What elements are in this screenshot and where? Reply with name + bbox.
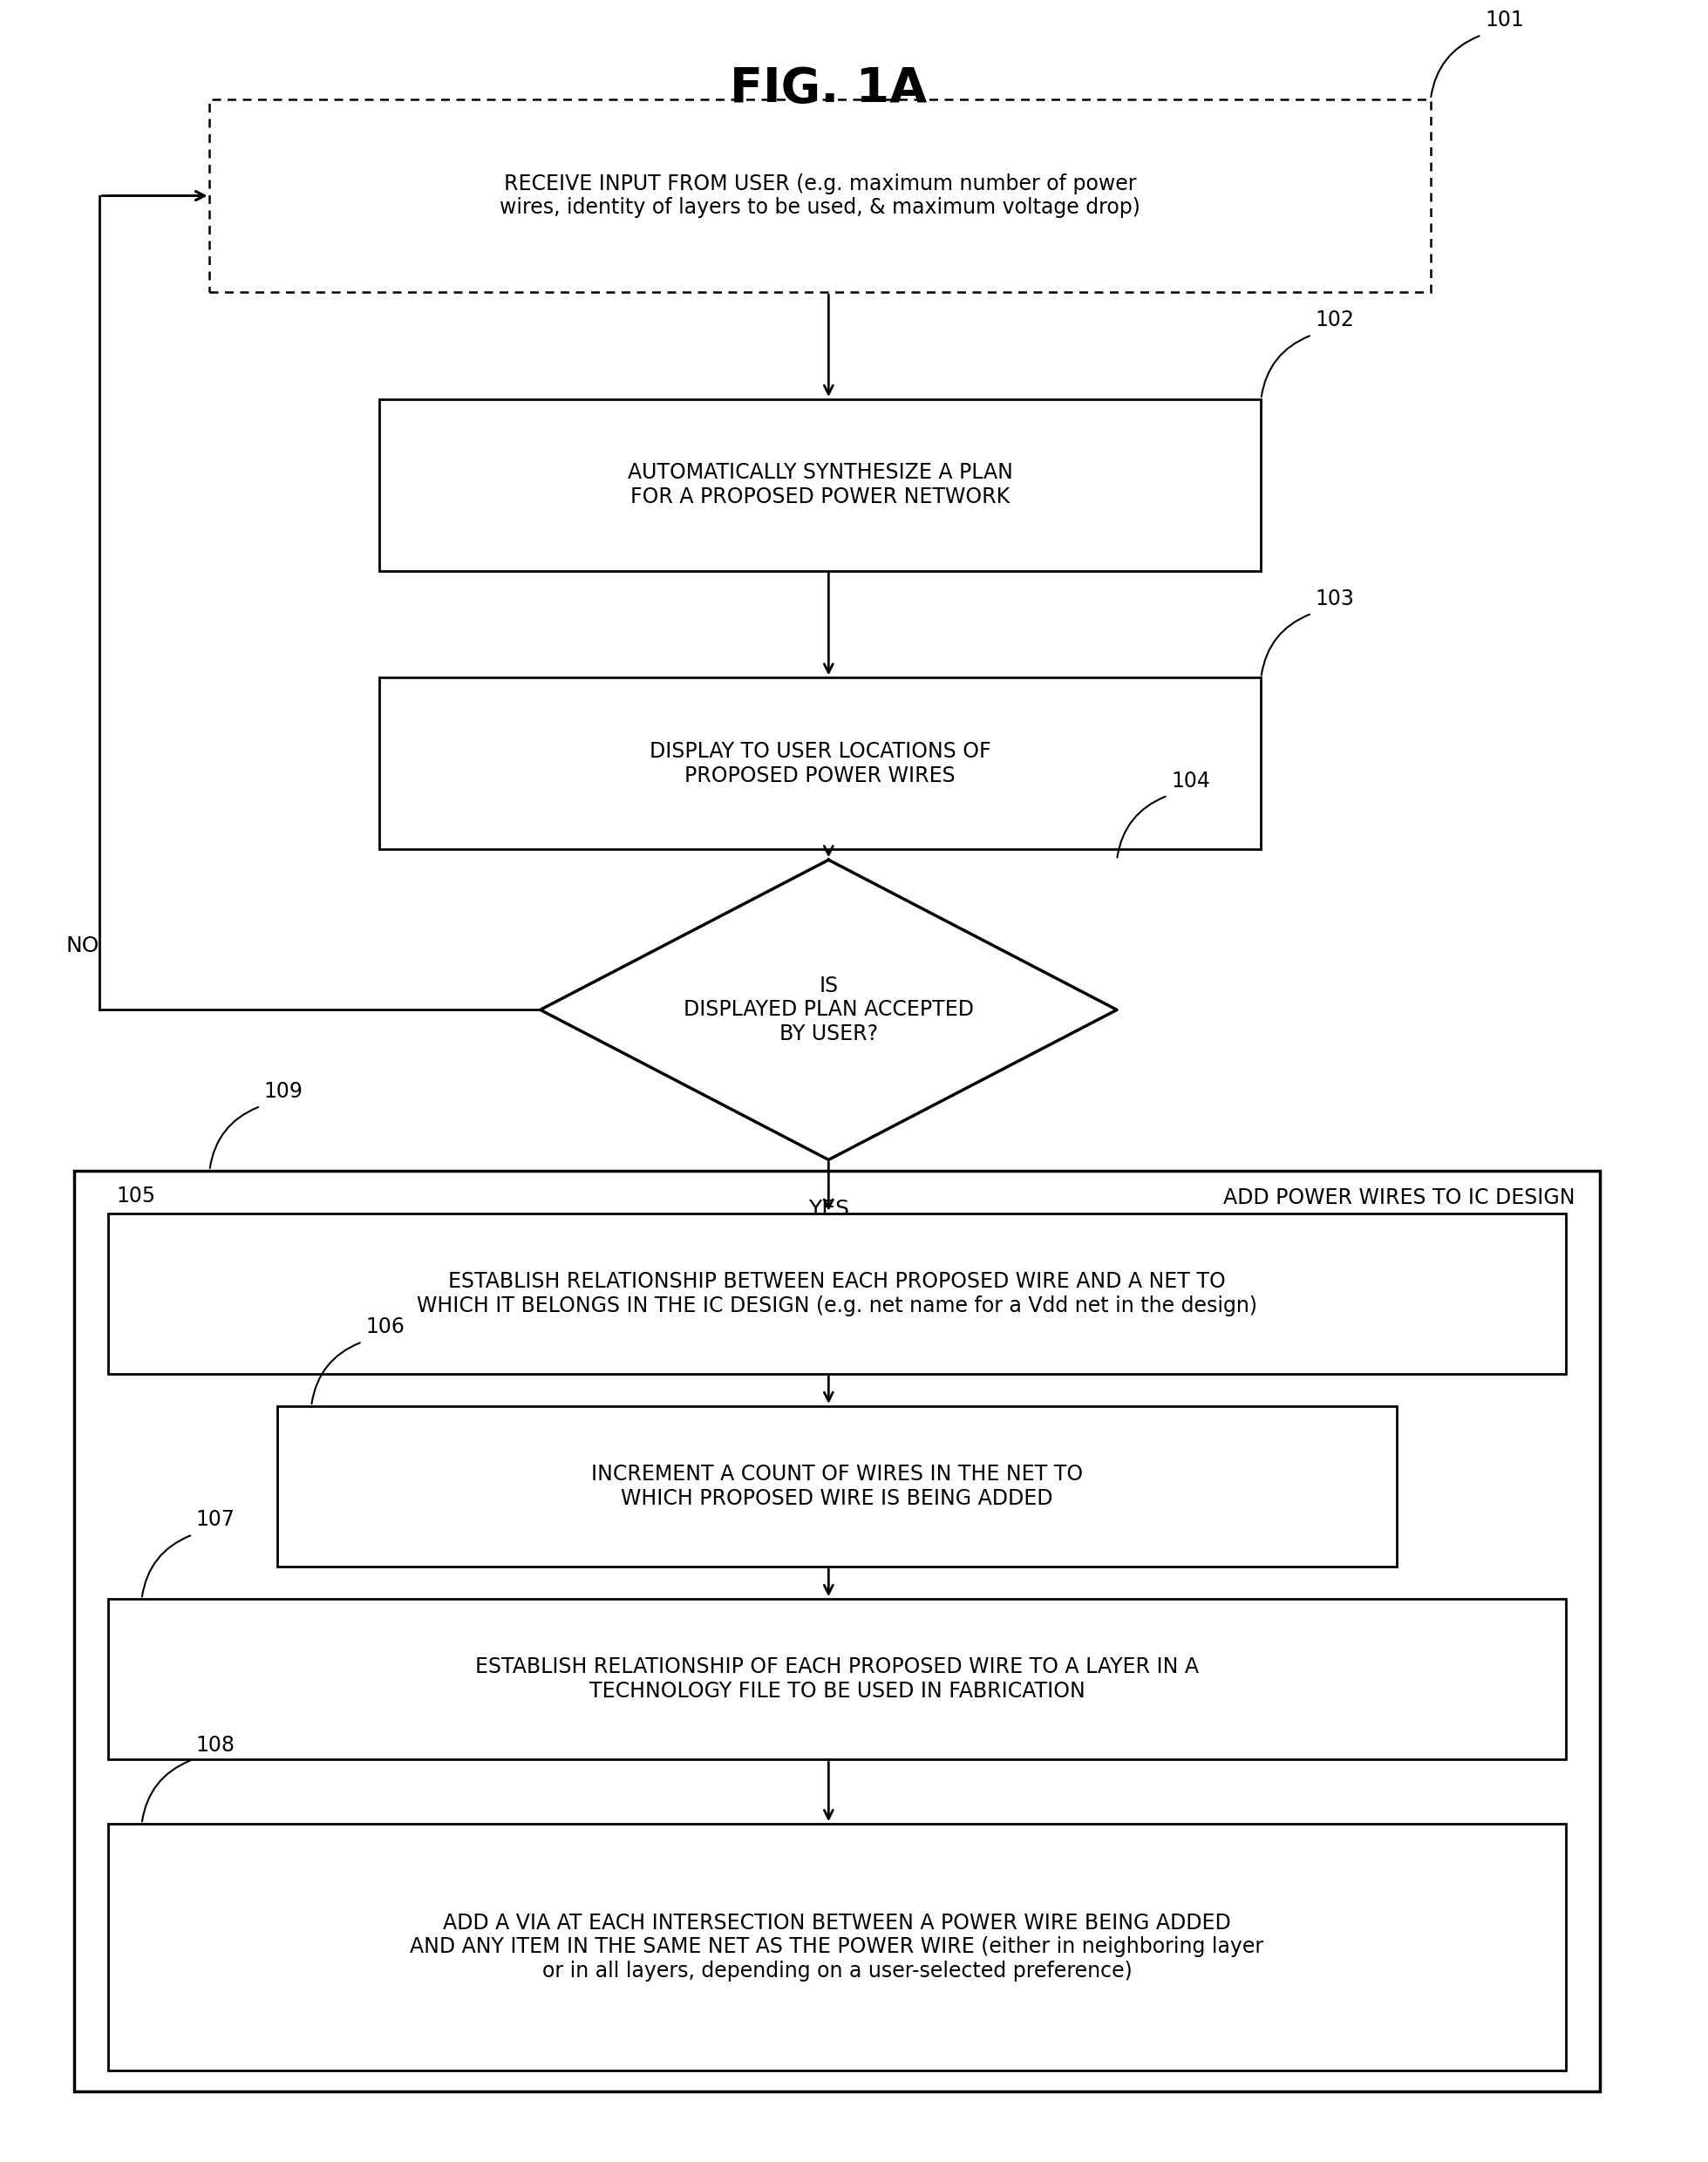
Text: ESTABLISH RELATIONSHIP BETWEEN EACH PROPOSED WIRE AND A NET TO
WHICH IT BELONGS : ESTABLISH RELATIONSHIP BETWEEN EACH PROP… (417, 1271, 1257, 1317)
Bar (73, 1170, 1600, 2091)
Text: 101: 101 (1484, 11, 1524, 30)
Bar (108, 1825, 1566, 2071)
Text: INCREMENT A COUNT OF WIRES IN THE NET TO
WHICH PROPOSED WIRE IS BEING ADDED: INCREMENT A COUNT OF WIRES IN THE NET TO… (591, 1464, 1083, 1509)
Text: 108: 108 (196, 1734, 236, 1756)
Text: ADD A VIA AT EACH INTERSECTION BETWEEN A POWER WIRE BEING ADDED
AND ANY ITEM IN : ADD A VIA AT EACH INTERSECTION BETWEEN A… (410, 1913, 1264, 1983)
Text: YES: YES (808, 1198, 849, 1219)
Text: AUTOMATICALLY SYNTHESIZE A PLAN
FOR A PROPOSED POWER NETWORK: AUTOMATICALLY SYNTHESIZE A PLAN FOR A PR… (627, 463, 1013, 508)
Text: 107: 107 (196, 1509, 236, 1531)
Text: RECEIVE INPUT FROM USER (e.g. maximum number of power
wires, identity of layers : RECEIVE INPUT FROM USER (e.g. maximum nu… (500, 173, 1141, 218)
Text: 105: 105 (116, 1187, 155, 1206)
Text: FIG. 1A: FIG. 1A (729, 65, 927, 112)
Text: DISPLAY TO USER LOCATIONS OF
PROPOSED POWER WIRES: DISPLAY TO USER LOCATIONS OF PROPOSED PO… (649, 742, 991, 787)
Text: 103: 103 (1315, 588, 1354, 610)
Text: IS
DISPLAYED PLAN ACCEPTED
BY USER?: IS DISPLAYED PLAN ACCEPTED BY USER? (683, 975, 974, 1044)
Bar (277, 1405, 1397, 1567)
Text: NO: NO (65, 936, 99, 956)
Text: ESTABLISH RELATIONSHIP OF EACH PROPOSED WIRE TO A LAYER IN A
TECHNOLOGY FILE TO : ESTABLISH RELATIONSHIP OF EACH PROPOSED … (475, 1656, 1199, 1701)
Bar (379, 677, 1261, 850)
Bar (108, 1600, 1566, 1760)
Bar (379, 400, 1261, 571)
Bar (108, 1213, 1566, 1375)
Text: 104: 104 (1172, 770, 1211, 791)
Text: ADD POWER WIRES TO IC DESIGN: ADD POWER WIRES TO IC DESIGN (1223, 1187, 1575, 1209)
Bar (210, 99, 1431, 292)
Text: 106: 106 (366, 1317, 405, 1338)
Text: 102: 102 (1315, 309, 1354, 331)
Text: 109: 109 (263, 1081, 302, 1103)
